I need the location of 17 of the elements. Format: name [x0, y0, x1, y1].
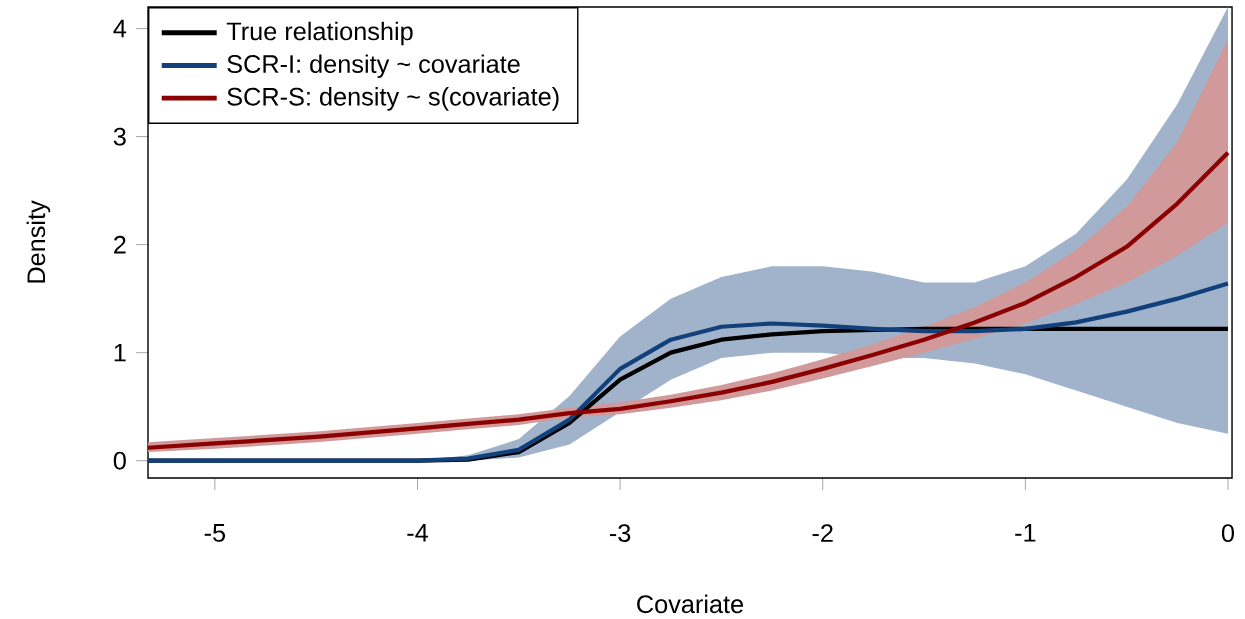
- legend-label: SCR-S: density ~ s(covariate): [227, 87, 559, 111]
- legend-label: True relationship: [226, 21, 413, 46]
- y-tick-label: 2: [114, 235, 126, 254]
- x-axis-title: Covariate: [637, 594, 744, 614]
- x-tick-label: -5: [204, 524, 226, 542]
- x-tick-label: -1: [1015, 524, 1036, 542]
- y-axis-title: Density: [26, 200, 51, 283]
- y-tick-label: 3: [113, 127, 126, 146]
- line-series: [148, 150, 1231, 450]
- x-tick-label: 0: [1221, 524, 1235, 543]
- x-tick-label: -4: [407, 524, 429, 542]
- y-tick-label: 1: [114, 343, 126, 362]
- x-tick-label: -3: [609, 524, 631, 543]
- legend-label: SCR-I: density ~ covariate: [227, 54, 520, 78]
- x-tick-label: -2: [812, 524, 833, 542]
- y-tick-label: 4: [113, 19, 127, 38]
- y-tick-label: 0: [113, 451, 126, 470]
